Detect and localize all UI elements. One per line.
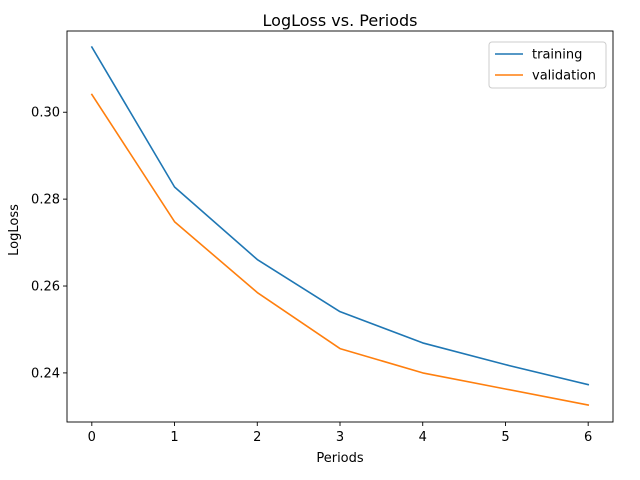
legend: training validation [488, 41, 607, 89]
x-tick-label: 3 [336, 430, 344, 445]
x-tick-label: 1 [170, 430, 178, 445]
series-line-validation [90, 93, 590, 406]
x-axis-label: Periods [316, 451, 364, 466]
x-tick-label: 6 [584, 430, 592, 445]
x-tick-label: 2 [253, 430, 261, 445]
y-tick-label: 0.24 [31, 366, 60, 381]
legend-label-training: training [532, 48, 582, 63]
chart-title: LogLoss vs. Periods [263, 11, 418, 30]
axes-frame [66, 30, 614, 423]
legend-label-validation: validation [532, 69, 596, 84]
plot-area: 0 1 2 3 4 5 6 0.24 0.26 0.28 0.30 [31, 30, 614, 445]
y-tick-label: 0.30 [31, 106, 60, 121]
series-line-training [90, 45, 590, 386]
y-tick-label: 0.28 [31, 193, 60, 208]
x-tick-label: 0 [88, 430, 96, 445]
x-tick-label: 5 [501, 430, 509, 445]
x-tick-label: 4 [419, 430, 427, 445]
y-axis-label: LogLoss [7, 204, 22, 256]
y-tick-label: 0.26 [31, 280, 60, 295]
